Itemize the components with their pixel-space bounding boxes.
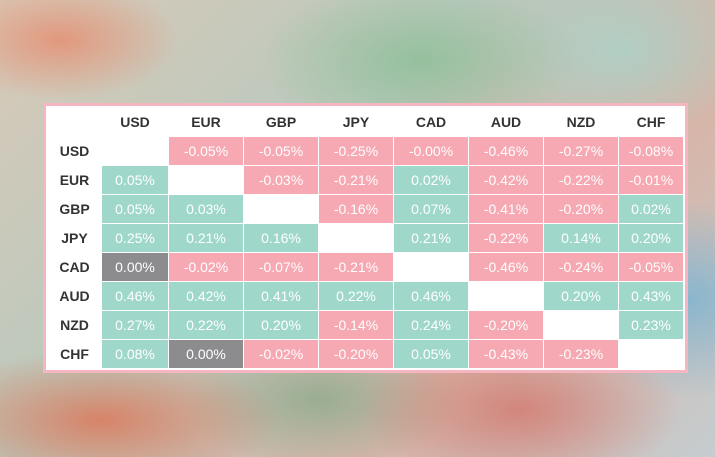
change-cell: 0.02% <box>394 166 468 194</box>
change-cell: 0.21% <box>394 224 468 252</box>
change-cell: 0.05% <box>394 340 468 368</box>
column-header: AUD <box>469 108 543 136</box>
change-cell: 0.27% <box>102 311 168 339</box>
change-cell: 0.02% <box>619 195 683 223</box>
change-cell: -0.24% <box>544 253 618 281</box>
change-cell: 0.16% <box>244 224 318 252</box>
change-cell: -0.23% <box>544 340 618 368</box>
diagonal-cell <box>102 137 168 165</box>
change-cell: -0.27% <box>544 137 618 165</box>
change-cell: -0.05% <box>244 137 318 165</box>
row-header: CHF <box>48 340 101 368</box>
change-cell: -0.41% <box>469 195 543 223</box>
change-cell: 0.24% <box>394 311 468 339</box>
change-cell: -0.20% <box>319 340 393 368</box>
column-header: USD <box>102 108 168 136</box>
diagonal-cell <box>469 282 543 310</box>
change-cell: -0.25% <box>319 137 393 165</box>
change-cell: -0.46% <box>469 137 543 165</box>
row-header: NZD <box>48 311 101 339</box>
change-cell: -0.03% <box>244 166 318 194</box>
change-cell: -0.05% <box>169 137 243 165</box>
row-header: AUD <box>48 282 101 310</box>
change-cell: -0.02% <box>244 340 318 368</box>
diagonal-cell <box>169 166 243 194</box>
change-cell: -0.22% <box>544 166 618 194</box>
row-header: EUR <box>48 166 101 194</box>
column-header: EUR <box>169 108 243 136</box>
change-cell: 0.22% <box>169 311 243 339</box>
change-cell: 0.05% <box>102 166 168 194</box>
row-header: USD <box>48 137 101 165</box>
change-cell: -0.14% <box>319 311 393 339</box>
change-cell: -0.07% <box>244 253 318 281</box>
column-header: GBP <box>244 108 318 136</box>
change-cell: -0.22% <box>469 224 543 252</box>
column-header: CAD <box>394 108 468 136</box>
change-cell: -0.00% <box>394 137 468 165</box>
change-cell: 0.00% <box>169 340 243 368</box>
change-cell: -0.21% <box>319 166 393 194</box>
change-cell: 0.20% <box>544 282 618 310</box>
change-cell: 0.41% <box>244 282 318 310</box>
change-cell: 0.03% <box>169 195 243 223</box>
change-cell: 0.23% <box>619 311 683 339</box>
change-cell: -0.43% <box>469 340 543 368</box>
diagonal-cell <box>619 340 683 368</box>
row-header: JPY <box>48 224 101 252</box>
change-cell: 0.20% <box>244 311 318 339</box>
change-cell: 0.07% <box>394 195 468 223</box>
change-cell: 0.42% <box>169 282 243 310</box>
change-cell: 0.00% <box>102 253 168 281</box>
diagonal-cell <box>319 224 393 252</box>
diagonal-cell <box>394 253 468 281</box>
row-header: CAD <box>48 253 101 281</box>
row-header: GBP <box>48 195 101 223</box>
change-cell: -0.02% <box>169 253 243 281</box>
column-header: NZD <box>544 108 618 136</box>
change-cell: -0.08% <box>619 137 683 165</box>
diagonal-cell <box>544 311 618 339</box>
change-cell: -0.01% <box>619 166 683 194</box>
change-cell: 0.08% <box>102 340 168 368</box>
change-cell: -0.21% <box>319 253 393 281</box>
change-cell: 0.43% <box>619 282 683 310</box>
change-cell: 0.46% <box>394 282 468 310</box>
change-cell: -0.42% <box>469 166 543 194</box>
column-header: CHF <box>619 108 683 136</box>
diagonal-cell <box>244 195 318 223</box>
currency-heatmap: USD EUR GBP JPY CAD AUD NZD CHF USD -0.05% -0.05% -… <box>43 103 688 373</box>
change-cell: 0.46% <box>102 282 168 310</box>
change-cell: 0.25% <box>102 224 168 252</box>
change-cell: 0.21% <box>169 224 243 252</box>
change-cell: -0.05% <box>619 253 683 281</box>
change-cell: -0.16% <box>319 195 393 223</box>
change-cell: -0.20% <box>544 195 618 223</box>
column-header: JPY <box>319 108 393 136</box>
change-cell: -0.20% <box>469 311 543 339</box>
change-cell: -0.46% <box>469 253 543 281</box>
change-cell: 0.20% <box>619 224 683 252</box>
change-cell: 0.22% <box>319 282 393 310</box>
change-cell: 0.05% <box>102 195 168 223</box>
corner-cell <box>48 108 101 136</box>
change-cell: 0.14% <box>544 224 618 252</box>
